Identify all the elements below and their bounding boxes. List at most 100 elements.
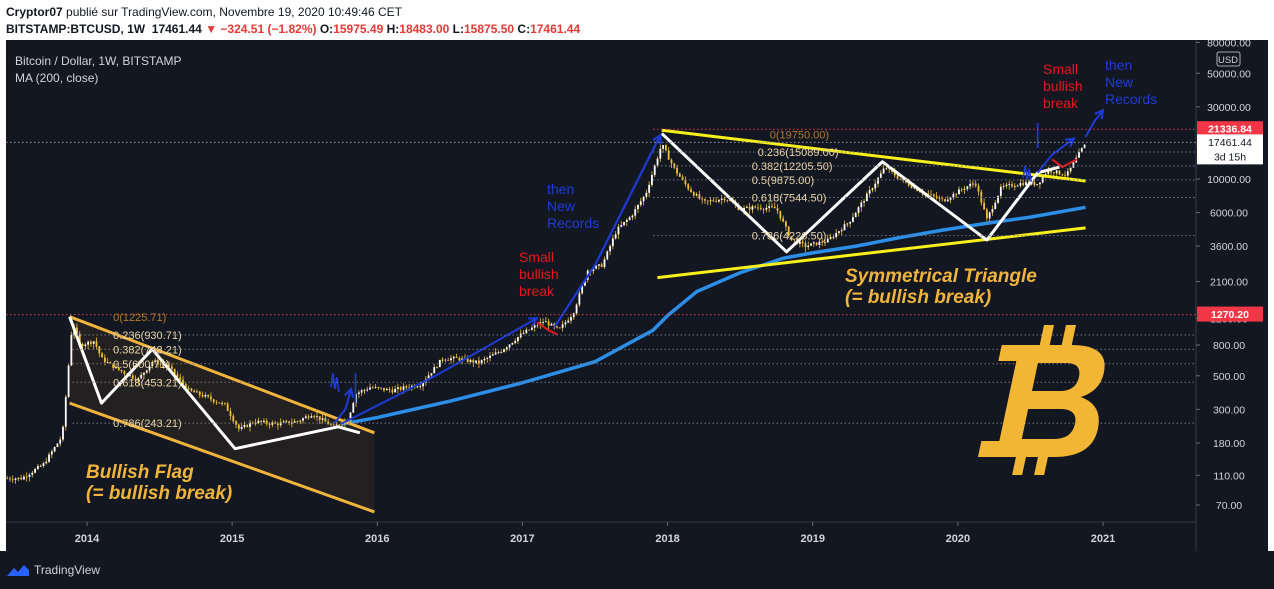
candle-body — [974, 183, 977, 186]
usd-box — [1216, 51, 1241, 67]
candle-body — [374, 387, 377, 388]
drawings-front — [68, 108, 1105, 514]
candle-body — [95, 341, 98, 347]
candle-body — [505, 347, 508, 350]
chart-area[interactable]: 0(1225.71) 0.236(930.71) 0.382(748.21) 0.5(… — [6, 40, 1268, 551]
candle-body — [712, 200, 715, 202]
candle-body — [1055, 170, 1058, 174]
candle-body — [983, 202, 985, 210]
candle-body — [1047, 169, 1050, 175]
last-price: 17461.44 — [151, 22, 202, 36]
candle-body — [154, 360, 157, 362]
candle-body — [243, 425, 246, 427]
small-break-2020-line3: break — [1043, 95, 1079, 111]
candle-body — [1008, 184, 1011, 185]
bitcoin-logo-tick — [1039, 325, 1054, 347]
blue-trend-arrow-2017-line — [553, 134, 662, 328]
fib-right-label: 0.236(15089.00) — [758, 147, 839, 159]
candle-body — [592, 268, 595, 272]
y-tick-label: 300.00 — [1213, 404, 1245, 416]
candle-body — [522, 333, 525, 334]
candle-body — [659, 148, 662, 159]
candle-body — [564, 322, 567, 325]
candle-body — [634, 209, 637, 216]
y-tick-label: 2100.00 — [1210, 277, 1248, 289]
candle-body — [782, 218, 785, 222]
candle-body — [380, 387, 383, 389]
candle-body — [447, 360, 450, 361]
candle-body — [145, 370, 148, 373]
candle-body — [23, 476, 25, 480]
candle-body — [129, 375, 131, 377]
chart-legend-title[interactable]: Bitcoin / Dollar, 1W, BITSTAMP — [15, 54, 182, 68]
publisher-name[interactable]: Cryptor07 — [6, 5, 63, 19]
candle-body — [874, 183, 877, 189]
candle-body — [268, 423, 271, 425]
candle-body — [143, 372, 145, 375]
candle-body — [759, 207, 762, 210]
candle-body — [36, 466, 39, 470]
x-tick-label: 2015 — [220, 533, 244, 545]
candle-body — [969, 183, 972, 187]
candle-body — [743, 207, 745, 211]
candle-body — [282, 421, 285, 423]
small-break-2020-line1: Small — [1043, 61, 1078, 77]
candle-body — [581, 285, 584, 294]
candle-body — [285, 421, 288, 423]
candle-body — [637, 204, 639, 210]
close-value: 17461.44 — [530, 22, 581, 36]
candle-body — [704, 199, 706, 201]
candle-body — [486, 357, 489, 359]
candle-body — [528, 329, 531, 331]
price-chart[interactable]: 0(1225.71) 0.236(930.71) 0.382(748.21) 0.5(… — [6, 40, 1268, 551]
candle-body — [765, 207, 768, 210]
candle-body — [829, 237, 832, 239]
candle-body — [899, 178, 902, 180]
candle-body — [14, 478, 17, 481]
candle-body — [972, 183, 974, 185]
candle-body — [687, 184, 690, 190]
candle-body — [441, 359, 444, 361]
price-tag-fib-top: 21336.84 — [1208, 124, 1252, 136]
fib-left-label: 0.786(243.21) — [113, 418, 182, 430]
candle-body — [603, 259, 606, 267]
y-tick-label: 80000.00 — [1207, 40, 1251, 49]
candle-body — [826, 238, 829, 243]
candle-body — [706, 200, 709, 202]
candle-body — [508, 344, 511, 348]
candle-body — [31, 472, 34, 475]
ma-layer — [340, 205, 1086, 426]
new-records-2020-line1: then — [1105, 57, 1132, 73]
tradingview-brand[interactable]: TradingView — [34, 563, 101, 577]
candle-body — [385, 388, 388, 391]
tradingview-logo-icon[interactable] — [6, 562, 30, 578]
candle-body — [302, 418, 304, 421]
price-change: −324.51 (−1.82%) — [220, 22, 317, 36]
published-date: publié sur TradingView.com, Novembre 19,… — [66, 5, 403, 19]
x-tick-label: 2020 — [946, 533, 970, 545]
candle-body — [405, 386, 408, 388]
blue-breakout-arrow-2015-line — [332, 388, 353, 425]
y-tick-label: 180.00 — [1213, 438, 1245, 450]
candle-body — [517, 337, 519, 342]
candle-body — [963, 188, 966, 190]
fib-right-label: 0(19750.00) — [770, 129, 829, 141]
candle-body — [670, 159, 673, 164]
candle-body — [1025, 182, 1027, 185]
candle-body — [838, 231, 840, 233]
candle-body — [436, 367, 438, 368]
candle-body — [840, 230, 843, 232]
fib-left-label: 0(1225.71) — [113, 312, 166, 324]
ma-200-line — [340, 205, 1086, 426]
chart-legend-indicator[interactable]: MA (200, close) — [15, 71, 99, 85]
candle-body — [109, 362, 112, 364]
candle-body — [263, 420, 265, 422]
candle-body — [888, 168, 891, 170]
candle-body — [818, 241, 821, 246]
candle-body — [249, 422, 251, 427]
candle-body — [1058, 170, 1061, 175]
candle-body — [896, 175, 899, 179]
candle-body — [768, 206, 771, 208]
candle-body — [531, 327, 533, 330]
candle-body — [134, 378, 137, 381]
